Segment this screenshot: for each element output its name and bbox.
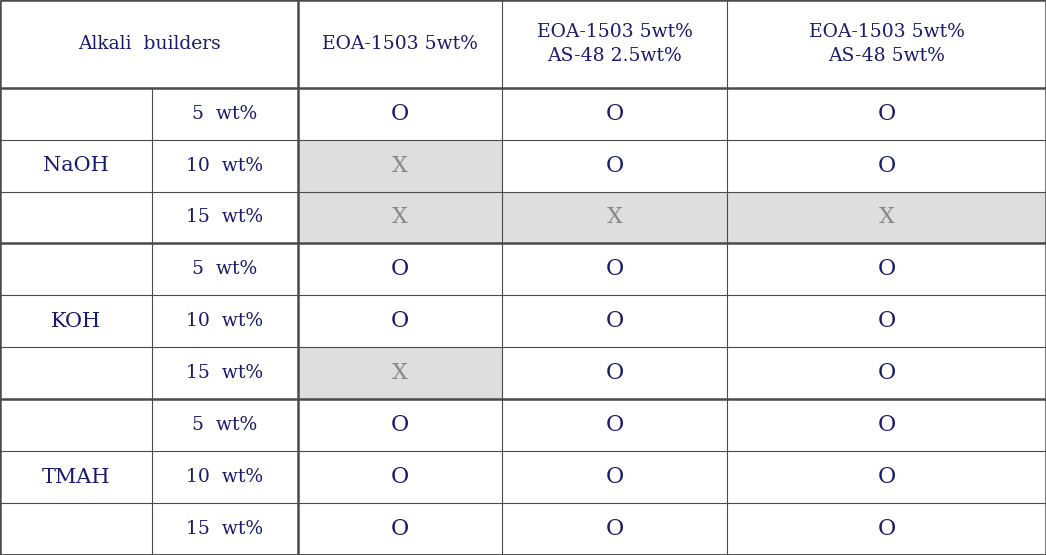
Bar <box>0 244 298 295</box>
Bar <box>298 451 502 503</box>
Text: O: O <box>606 414 623 436</box>
Text: X: X <box>879 206 894 229</box>
Bar <box>0 88 298 140</box>
Bar <box>502 503 727 555</box>
Text: O: O <box>606 362 623 384</box>
Bar <box>727 503 1046 555</box>
Bar <box>502 347 727 399</box>
Text: X: X <box>392 155 408 176</box>
Bar <box>298 503 502 555</box>
Bar <box>727 399 1046 451</box>
Bar <box>727 347 1046 399</box>
Text: O: O <box>878 466 895 488</box>
Text: O: O <box>391 259 409 280</box>
Bar <box>0 0 1046 88</box>
Bar <box>727 295 1046 347</box>
Text: 10  wt%: 10 wt% <box>186 468 264 486</box>
Text: O: O <box>606 466 623 488</box>
Text: O: O <box>606 518 623 540</box>
Bar <box>727 451 1046 503</box>
Text: O: O <box>878 414 895 436</box>
Text: O: O <box>878 310 895 332</box>
Bar <box>0 191 298 244</box>
Bar <box>0 503 298 555</box>
Text: O: O <box>391 414 409 436</box>
Text: X: X <box>392 206 408 229</box>
Text: NaOH: NaOH <box>43 156 109 175</box>
Bar <box>502 244 727 295</box>
Text: O: O <box>391 518 409 540</box>
Text: O: O <box>606 155 623 176</box>
Text: O: O <box>878 518 895 540</box>
Text: 15  wt%: 15 wt% <box>186 364 264 382</box>
Text: KOH: KOH <box>51 312 100 331</box>
Bar <box>502 191 727 244</box>
Bar <box>502 295 727 347</box>
Bar <box>298 295 502 347</box>
Text: O: O <box>878 259 895 280</box>
Bar <box>0 347 298 399</box>
Text: X: X <box>392 362 408 384</box>
Text: O: O <box>878 155 895 176</box>
Text: O: O <box>606 103 623 125</box>
Bar <box>0 140 298 191</box>
Text: Alkali  builders: Alkali builders <box>77 35 221 53</box>
Text: 5  wt%: 5 wt% <box>192 416 257 434</box>
Bar <box>502 88 727 140</box>
Bar <box>298 88 502 140</box>
Text: 5  wt%: 5 wt% <box>192 260 257 279</box>
Bar <box>0 295 298 347</box>
Bar <box>727 244 1046 295</box>
Bar <box>298 140 502 191</box>
Bar <box>727 191 1046 244</box>
Text: O: O <box>878 362 895 384</box>
Bar <box>0 451 298 503</box>
Text: EOA-1503 5wt%
AS-48 5wt%: EOA-1503 5wt% AS-48 5wt% <box>809 23 964 64</box>
Bar <box>298 244 502 295</box>
Text: O: O <box>391 466 409 488</box>
Text: 10  wt%: 10 wt% <box>186 157 264 175</box>
Bar <box>298 191 502 244</box>
Bar <box>298 399 502 451</box>
Bar <box>727 140 1046 191</box>
Text: EOA-1503 5wt%: EOA-1503 5wt% <box>322 35 478 53</box>
Bar <box>502 140 727 191</box>
Text: 15  wt%: 15 wt% <box>186 520 264 538</box>
Bar <box>298 347 502 399</box>
Text: 5  wt%: 5 wt% <box>192 105 257 123</box>
Text: O: O <box>606 310 623 332</box>
Text: O: O <box>606 259 623 280</box>
Bar <box>502 451 727 503</box>
Text: O: O <box>878 103 895 125</box>
Bar <box>0 399 298 451</box>
Bar <box>727 88 1046 140</box>
Text: 15  wt%: 15 wt% <box>186 209 264 226</box>
Text: O: O <box>391 310 409 332</box>
Text: O: O <box>391 103 409 125</box>
Text: X: X <box>607 206 622 229</box>
Text: 10  wt%: 10 wt% <box>186 312 264 330</box>
Bar <box>502 399 727 451</box>
Text: EOA-1503 5wt%
AS-48 2.5wt%: EOA-1503 5wt% AS-48 2.5wt% <box>537 23 692 64</box>
Text: TMAH: TMAH <box>42 468 110 487</box>
